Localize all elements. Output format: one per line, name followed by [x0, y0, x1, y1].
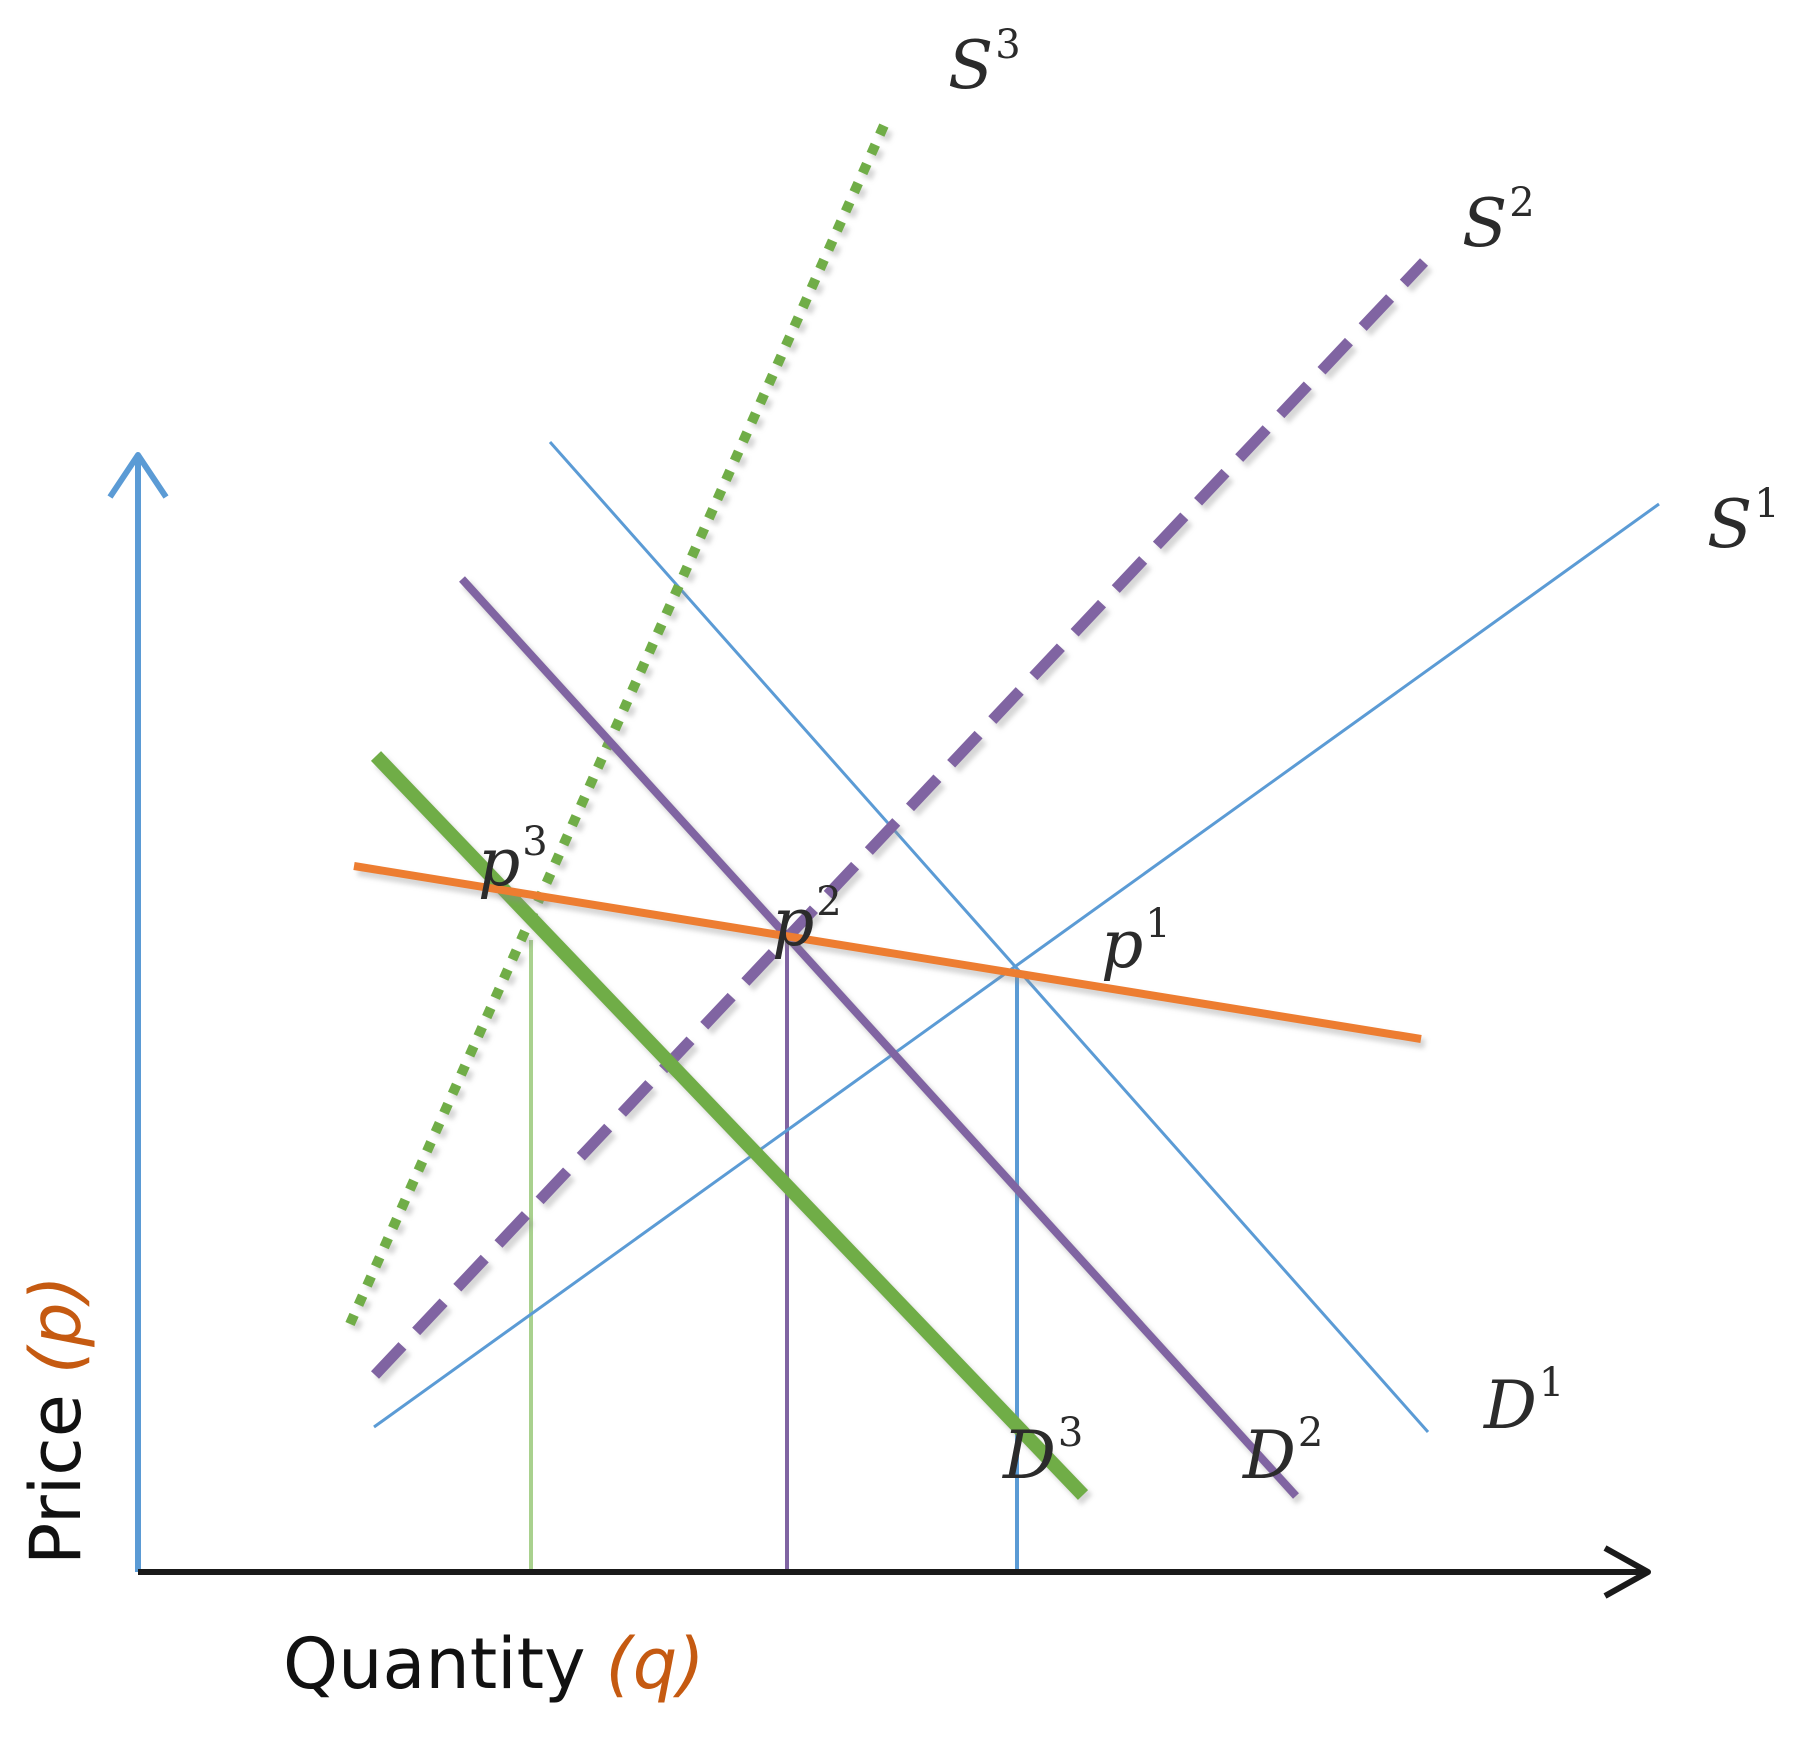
label-p2: p2 [772, 879, 842, 961]
label-d2: D2 [1242, 1410, 1323, 1494]
x-axis-title: Quantity (q) [283, 1623, 705, 1705]
price-line [353, 862, 1426, 1049]
label-s3: S3 [948, 22, 1021, 104]
label-s2: S2 [1462, 180, 1535, 262]
curve-s3 [345, 120, 895, 1332]
curve-s2 [370, 258, 1433, 1385]
label-d1: D1 [1483, 1360, 1564, 1444]
label-p1: p1 [1101, 901, 1171, 983]
curve-d1 [548, 441, 1430, 1433]
label-d3: D3 [1002, 1410, 1083, 1494]
curve-d2 [459, 576, 1304, 1505]
curve-d3 [370, 751, 1093, 1506]
y-axis-arrowhead [107, 452, 169, 499]
label-p3: p3 [478, 819, 548, 901]
y-axis [107, 452, 169, 1572]
curve-s1 [373, 502, 1660, 1429]
x-axis [138, 1545, 1651, 1599]
label-s1: S1 [1707, 481, 1780, 563]
x-axis-arrowhead [1603, 1545, 1651, 1599]
y-axis-title: Price(p) [15, 1275, 97, 1565]
